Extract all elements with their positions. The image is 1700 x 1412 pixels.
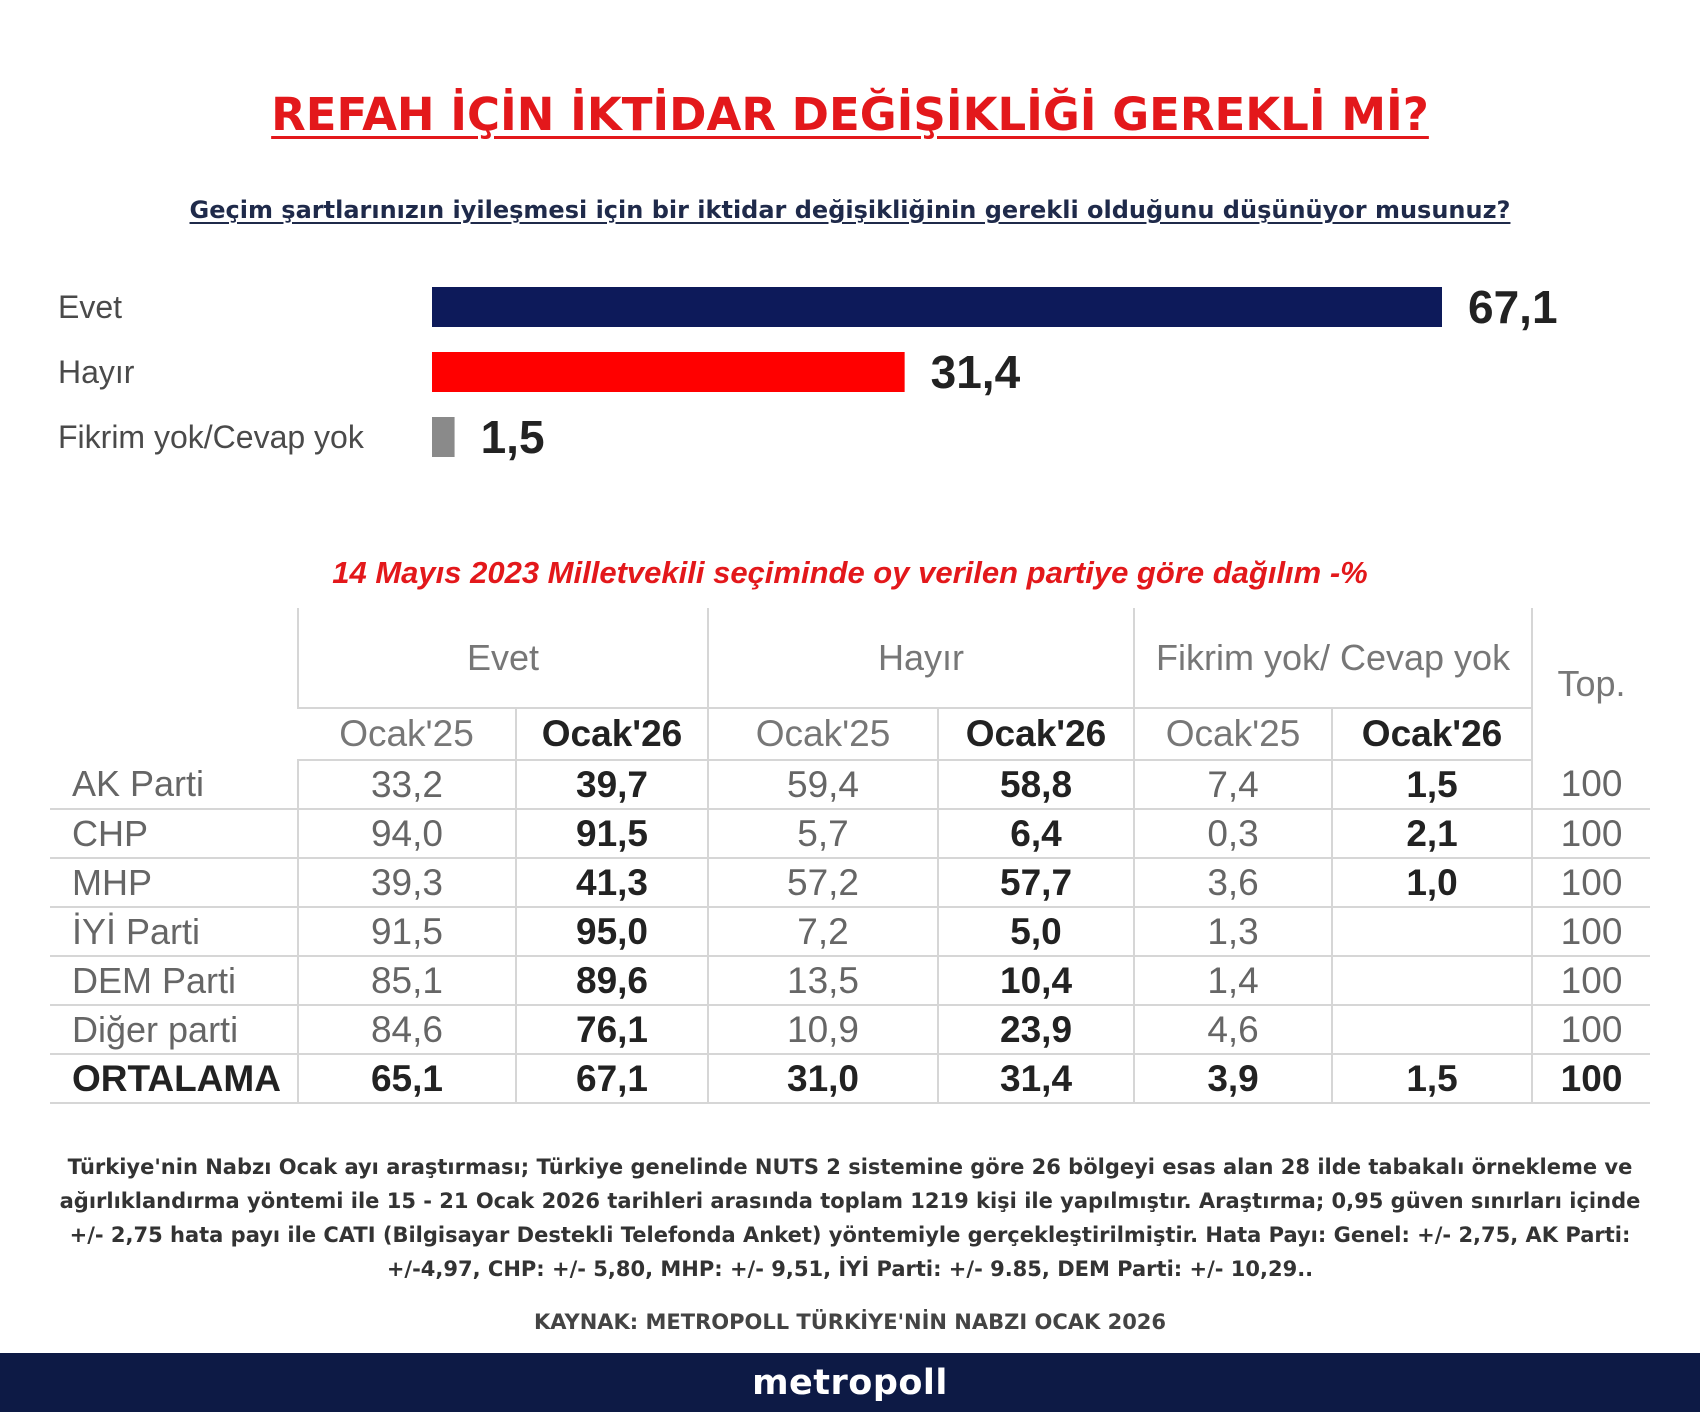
value-cell: 57,2	[707, 858, 939, 908]
bar-category-label: Hayır	[58, 354, 135, 390]
group-header-evet: Evet	[296, 608, 709, 709]
value-cell: 7,4	[1133, 760, 1333, 810]
total-cell: 100	[1531, 760, 1651, 810]
value-cell: 76,1	[514, 1005, 709, 1055]
table-row: MHP 39,3 41,3 57,2 57,7 3,6 1,0 100	[50, 858, 1651, 908]
value-cell: 84,6	[297, 1005, 516, 1055]
value-cell: 1,3	[1133, 907, 1333, 957]
period-header-ocak25: Ocak'25	[1133, 708, 1333, 761]
average-row: ORTALAMA 65,1 67,1 31,0 31,4 3,9 1,5 100	[50, 1054, 1651, 1104]
value-cell: 1,5	[1331, 1054, 1533, 1104]
total-header: Top.	[1531, 608, 1651, 760]
table-row: CHP 94,0 91,5 5,7 6,4 0,3 2,1 100	[50, 809, 1651, 859]
party-name: MHP	[50, 858, 298, 908]
value-cell: 6,4	[937, 809, 1135, 859]
total-cell: 100	[1531, 809, 1651, 859]
party-name: AK Parti	[50, 760, 298, 810]
total-cell: 100	[1531, 1005, 1651, 1055]
value-cell: 4,6	[1133, 1005, 1333, 1055]
bar-value-label: 67,1	[1468, 281, 1558, 333]
value-cell	[1331, 1005, 1533, 1055]
value-cell: 3,9	[1133, 1054, 1333, 1104]
value-cell: 31,0	[707, 1054, 939, 1104]
value-cell: 39,7	[514, 760, 709, 810]
party-name: CHP	[50, 809, 298, 859]
value-cell: 89,6	[514, 956, 709, 1006]
value-cell: 1,0	[1331, 858, 1533, 908]
value-cell: 65,1	[297, 1054, 516, 1104]
chart-title: REFAH İÇİN İKTİDAR DEĞİŞİKLİĞİ GEREKLİ M…	[271, 88, 1429, 141]
bar	[432, 287, 1442, 327]
value-cell: 33,2	[297, 760, 516, 810]
footer-bar: metropoll	[0, 1353, 1700, 1412]
table-row: AK Parti 33,2 39,7 59,4 58,8 7,4 1,5 100	[50, 760, 1651, 810]
source-line: KAYNAK: METROPOLL TÜRKİYE'NİN NABZI OCAK…	[533, 1310, 1167, 1334]
value-cell: 0,3	[1133, 809, 1333, 859]
value-cell: 85,1	[297, 956, 516, 1006]
total-cell: 100	[1531, 956, 1651, 1006]
value-cell: 41,3	[514, 858, 709, 908]
value-cell: 5,0	[937, 907, 1135, 957]
value-cell: 23,9	[937, 1005, 1135, 1055]
period-header-ocak26: Ocak'26	[1331, 708, 1533, 761]
value-cell: 10,9	[707, 1005, 939, 1055]
total-cell: 100	[1531, 907, 1651, 957]
bar-value-label: 31,4	[931, 346, 1021, 398]
survey-question: Geçim şartlarınızın iyileşmesi için bir …	[189, 196, 1511, 224]
value-cell: 91,5	[514, 809, 709, 859]
party-name: DEM Parti	[50, 956, 298, 1006]
value-cell: 57,7	[937, 858, 1135, 908]
value-cell: 59,4	[707, 760, 939, 810]
period-header-ocak25: Ocak'25	[298, 708, 516, 761]
bar	[432, 417, 455, 457]
value-cell: 3,6	[1133, 858, 1333, 908]
value-cell	[1331, 956, 1533, 1006]
value-cell: 91,5	[297, 907, 516, 957]
value-cell: 39,3	[297, 858, 516, 908]
table-corner	[50, 608, 298, 760]
value-cell: 58,8	[937, 760, 1135, 810]
value-cell: 67,1	[514, 1054, 709, 1104]
bar-chart: Evet 67,1 Hayır 31,4 Fikrim yok/Cevap yok 1,5	[58, 281, 1558, 463]
value-cell: 94,0	[297, 809, 516, 859]
value-cell: 13,5	[707, 956, 939, 1006]
value-cell: 5,7	[707, 809, 939, 859]
period-header-ocak26: Ocak'26	[514, 708, 709, 761]
party-name: Diğer parti	[50, 1005, 298, 1055]
bar	[432, 352, 905, 392]
group-header-fikrim-yok: Fikrim yok/ Cevap yok	[1133, 608, 1533, 709]
period-header-ocak25: Ocak'25	[707, 708, 939, 761]
table-row: Diğer parti 84,6 76,1 10,9 23,9 4,6 100	[50, 1005, 1651, 1055]
value-cell: 31,4	[937, 1054, 1135, 1104]
table-caption: 14 Mayıs 2023 Milletvekili seçiminde oy …	[332, 555, 1368, 590]
bar-category-label: Evet	[58, 289, 122, 325]
value-cell: 10,4	[937, 956, 1135, 1006]
value-cell: 2,1	[1331, 809, 1533, 859]
value-cell: 7,2	[707, 907, 939, 957]
table-row: İYİ Parti 91,5 95,0 7,2 5,0 1,3 100	[50, 907, 1651, 957]
party-name: İYİ Parti	[50, 907, 298, 957]
value-cell: 1,4	[1133, 956, 1333, 1006]
party-name: ORTALAMA	[50, 1054, 298, 1104]
value-cell	[1331, 907, 1533, 957]
total-cell: 100	[1531, 1054, 1651, 1104]
table-row: DEM Parti 85,1 89,6 13,5 10,4 1,4 100	[50, 956, 1651, 1006]
value-cell: 1,5	[1331, 760, 1533, 810]
group-header-hayir: Hayır	[707, 608, 1135, 709]
metropoll-logo: metropoll	[752, 1362, 948, 1403]
methodology-footnote: Türkiye'nin Nabzı Ocak ayı araştırması; …	[59, 1155, 1641, 1281]
bar-value-label: 1,5	[481, 411, 545, 463]
total-cell: 100	[1531, 858, 1651, 908]
period-header-ocak26: Ocak'26	[937, 708, 1135, 761]
value-cell: 95,0	[514, 907, 709, 957]
bar-category-label: Fikrim yok/Cevap yok	[58, 419, 365, 455]
party-breakdown-table: Evet Hayır Fikrim yok/ Cevap yok Top. Oc…	[50, 608, 1651, 1104]
